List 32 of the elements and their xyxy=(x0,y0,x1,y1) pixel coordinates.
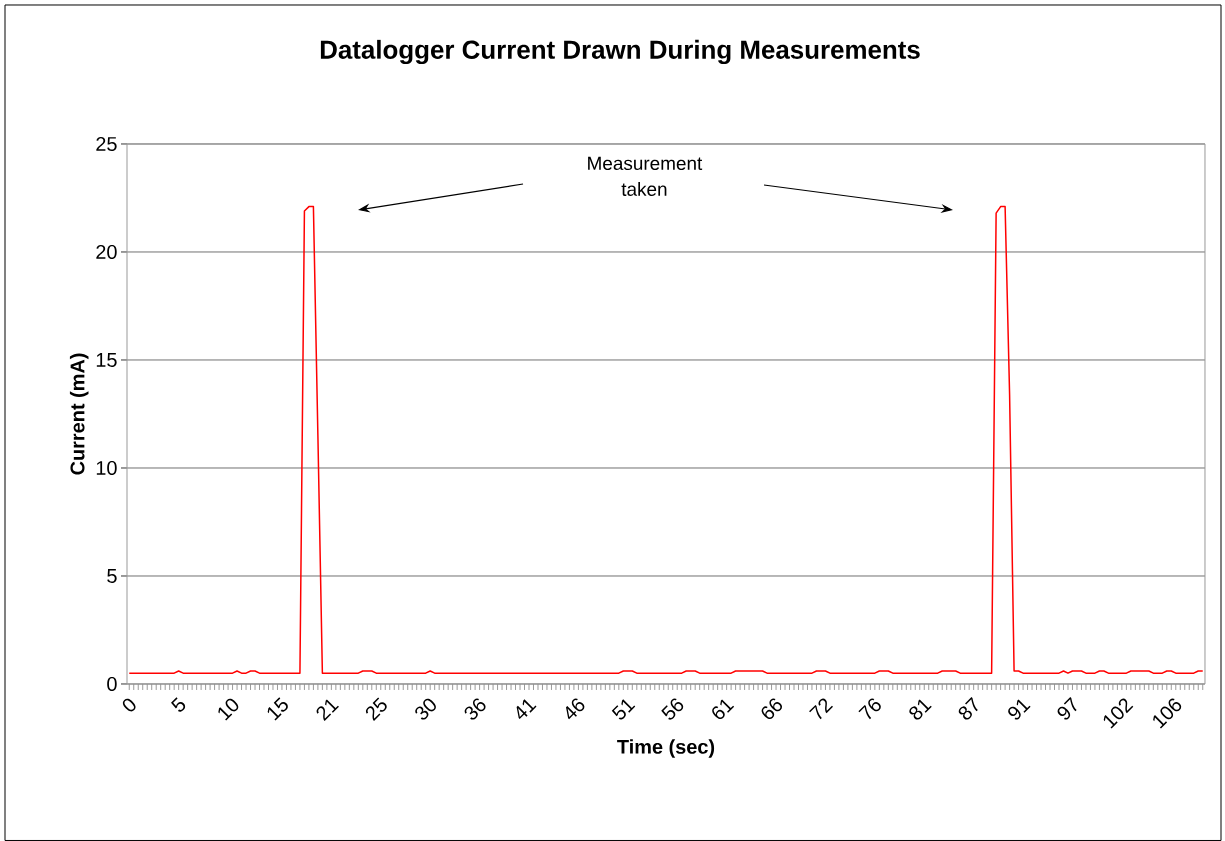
x-tick-label: 61 xyxy=(712,699,735,720)
x-tick-label: 41 xyxy=(516,699,537,720)
x-tick-label: 72 xyxy=(809,698,833,720)
x-tick-label: 106 xyxy=(1153,698,1182,729)
y-tick-label: 20 xyxy=(96,244,117,260)
y-tick-label: 5 xyxy=(107,569,117,583)
x-tick-label: 10 xyxy=(218,698,239,721)
x-axis-title: Time (sec) xyxy=(617,739,715,758)
x-tick-label: 91 xyxy=(1008,699,1031,720)
x-tick-label: 21 xyxy=(316,699,339,721)
x-tick-label: 81 xyxy=(909,699,932,720)
annotation: Measurement taken xyxy=(588,156,703,196)
x-tick-label: 97 xyxy=(1057,697,1077,720)
x-tick-label: 56 xyxy=(661,698,684,720)
x-tick-label: 51 xyxy=(611,699,636,720)
x-tick-label: 102 xyxy=(1103,698,1134,729)
x-tick-label: 46 xyxy=(566,698,585,720)
x-tick-label: 36 xyxy=(464,698,486,720)
x-tick-label: 15 xyxy=(267,697,288,721)
x-tick-label: 87 xyxy=(958,697,978,720)
x-tick-label: 66 xyxy=(761,698,783,720)
x-tick-label: 5 xyxy=(171,697,186,712)
x-tick-label: 76 xyxy=(858,698,881,720)
y-tick-label: 10 xyxy=(96,460,117,476)
y-tick-label: 0 xyxy=(107,676,117,692)
y-tick-label: 15 xyxy=(96,353,117,367)
y-axis-title: Current (mA) xyxy=(69,353,89,475)
y-tick-label: 25 xyxy=(96,136,117,152)
x-tick-label: 25 xyxy=(365,697,387,721)
x-tick-label: 0 xyxy=(122,698,136,712)
x-tick-label: 30 xyxy=(415,698,436,720)
chart-title: Datalogger Current Drawn During Measurements xyxy=(320,39,920,65)
